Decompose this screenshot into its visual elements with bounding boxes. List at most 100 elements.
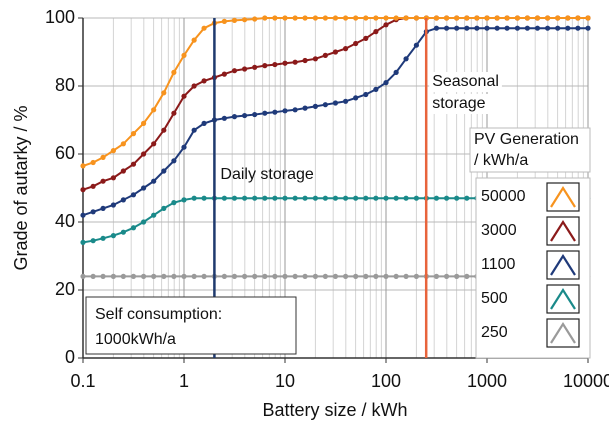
series-marker bbox=[292, 273, 298, 279]
y-tick-label: 40 bbox=[55, 211, 75, 231]
series-marker bbox=[464, 273, 470, 279]
series-marker bbox=[90, 159, 96, 166]
legend-icon bbox=[550, 321, 576, 344]
series-marker bbox=[231, 195, 238, 201]
series-marker bbox=[413, 195, 420, 201]
series-marker bbox=[363, 91, 369, 98]
series-marker bbox=[474, 25, 480, 31]
legend-title-box bbox=[469, 127, 591, 173]
series-marker bbox=[90, 273, 96, 279]
series-marker bbox=[433, 25, 440, 31]
series-marker bbox=[565, 25, 571, 31]
series-marker bbox=[373, 15, 379, 21]
series-marker bbox=[100, 273, 106, 279]
series-marker bbox=[161, 90, 167, 96]
series-marker bbox=[342, 98, 349, 104]
legend-title: / kWh/a bbox=[474, 152, 528, 169]
series-marker bbox=[454, 195, 460, 201]
series-marker bbox=[464, 25, 470, 31]
series-marker bbox=[302, 273, 308, 279]
series-marker bbox=[353, 40, 359, 47]
series-marker bbox=[100, 178, 106, 184]
series-marker bbox=[252, 273, 258, 279]
series-marker bbox=[221, 115, 227, 121]
series-marker bbox=[231, 273, 238, 279]
y-tick-label: 60 bbox=[55, 143, 75, 163]
series-marker bbox=[120, 141, 126, 147]
series-marker bbox=[80, 163, 86, 169]
series-marker bbox=[151, 273, 157, 279]
series-marker bbox=[353, 95, 359, 101]
series-marker bbox=[241, 273, 248, 279]
storage-label: storage bbox=[432, 95, 485, 112]
series-marker bbox=[403, 56, 409, 62]
series-marker bbox=[413, 15, 420, 21]
series-marker bbox=[201, 273, 207, 279]
series-marker bbox=[161, 205, 167, 211]
legend-label: 500 bbox=[481, 290, 508, 307]
series-marker bbox=[221, 18, 227, 24]
series-marker bbox=[262, 110, 268, 116]
series-marker bbox=[332, 273, 339, 279]
y-axis-title: Grade of autarky / % bbox=[11, 105, 31, 270]
series-marker bbox=[171, 200, 177, 206]
series-marker bbox=[80, 273, 86, 279]
x-tick-label: 1 bbox=[179, 371, 189, 391]
series-marker bbox=[302, 195, 308, 201]
series-marker bbox=[100, 154, 106, 160]
series-marker bbox=[494, 15, 500, 21]
series-marker bbox=[393, 273, 399, 279]
series-marker bbox=[191, 37, 197, 43]
x-tick-label: 100 bbox=[371, 371, 401, 391]
series-marker bbox=[373, 29, 379, 35]
series-marker bbox=[161, 127, 167, 133]
series-marker bbox=[342, 46, 349, 52]
series-marker bbox=[151, 212, 157, 218]
series-marker bbox=[393, 195, 399, 201]
x-tick-label: 1000 bbox=[467, 371, 507, 391]
series-marker bbox=[171, 273, 177, 279]
series-marker bbox=[534, 15, 541, 21]
series-marker bbox=[353, 195, 359, 201]
series-marker bbox=[342, 195, 349, 201]
series-marker bbox=[181, 273, 187, 279]
series-marker bbox=[110, 148, 117, 154]
series-marker bbox=[514, 15, 521, 21]
series-marker bbox=[363, 35, 369, 42]
series-marker bbox=[292, 195, 298, 201]
series-marker bbox=[231, 68, 238, 74]
series-marker bbox=[272, 273, 278, 279]
series-marker bbox=[322, 273, 328, 279]
series-marker bbox=[262, 195, 268, 201]
series-marker bbox=[272, 195, 278, 201]
series-marker bbox=[322, 102, 328, 108]
series-marker bbox=[120, 197, 126, 203]
series-marker bbox=[130, 192, 137, 198]
series-marker bbox=[575, 15, 581, 21]
legend-title: PV Generation bbox=[474, 131, 579, 148]
series-marker bbox=[120, 168, 126, 174]
series-marker bbox=[514, 25, 521, 31]
legend-icon bbox=[550, 185, 576, 208]
series-marker bbox=[130, 225, 137, 231]
series-marker bbox=[241, 17, 248, 23]
series-marker bbox=[322, 15, 328, 21]
series-marker bbox=[454, 25, 460, 31]
y-tick-label: 20 bbox=[55, 279, 75, 299]
series-marker bbox=[110, 233, 117, 239]
series-marker bbox=[130, 161, 137, 167]
series-marker bbox=[322, 52, 328, 59]
series-marker bbox=[413, 42, 420, 48]
series-marker bbox=[413, 273, 420, 279]
annotation-text: 1000kWh/a bbox=[95, 331, 176, 348]
series-marker bbox=[302, 57, 308, 64]
series-marker bbox=[221, 273, 227, 279]
series-marker bbox=[524, 25, 530, 31]
series-marker bbox=[191, 83, 197, 89]
series-marker bbox=[140, 120, 147, 126]
series-marker bbox=[353, 273, 359, 279]
series-marker bbox=[201, 120, 207, 126]
series-marker bbox=[373, 273, 379, 279]
series-marker bbox=[282, 108, 288, 114]
